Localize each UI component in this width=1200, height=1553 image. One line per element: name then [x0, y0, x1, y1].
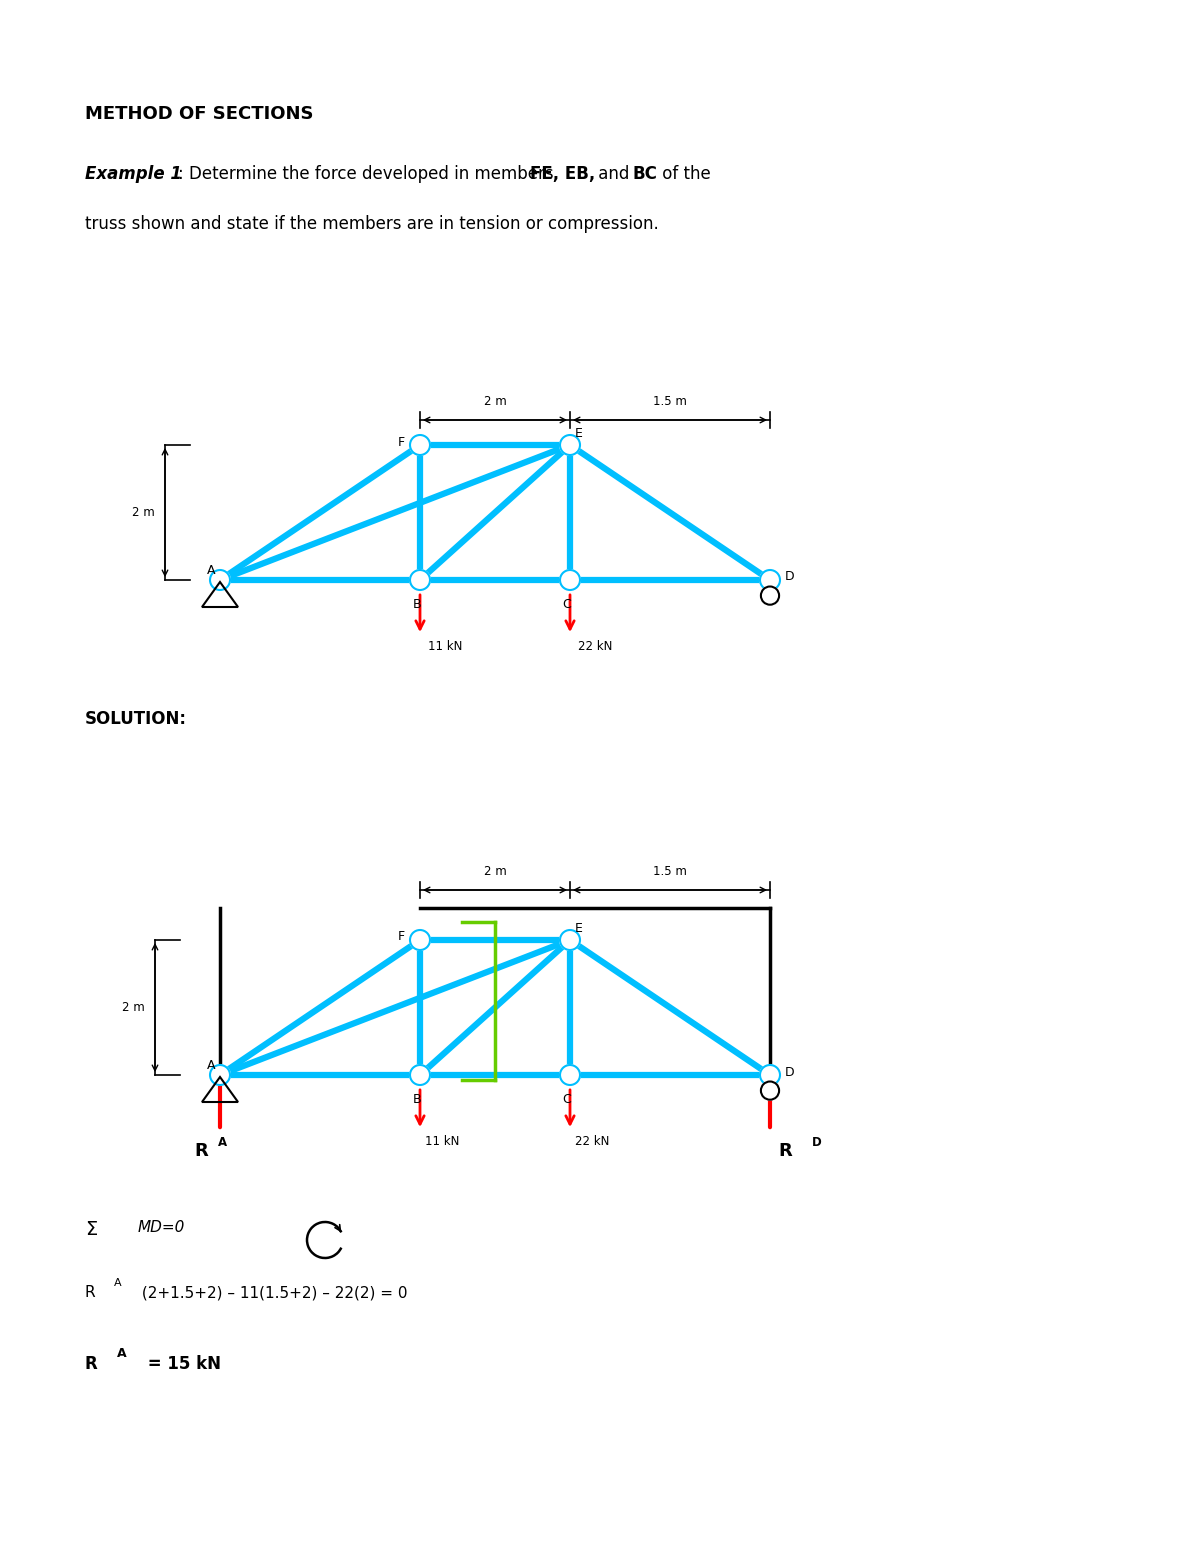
- Text: 2 m: 2 m: [132, 506, 155, 519]
- Text: METHOD OF SECTIONS: METHOD OF SECTIONS: [85, 106, 313, 123]
- Text: A: A: [206, 1059, 215, 1072]
- Text: B: B: [413, 598, 421, 610]
- Text: 11 kN: 11 kN: [425, 1135, 460, 1148]
- Text: 2 m: 2 m: [122, 1002, 145, 1014]
- Text: 1.5 m: 1.5 m: [653, 394, 686, 408]
- Text: A: A: [118, 1346, 127, 1360]
- Text: E: E: [575, 922, 583, 935]
- Text: D: D: [812, 1135, 822, 1149]
- Circle shape: [760, 570, 780, 590]
- Text: MD=0: MD=0: [138, 1221, 185, 1235]
- Circle shape: [761, 1081, 779, 1100]
- Circle shape: [410, 1065, 430, 1086]
- Circle shape: [761, 587, 779, 604]
- Text: 2 m: 2 m: [484, 865, 506, 877]
- Text: R: R: [85, 1356, 97, 1373]
- Text: A: A: [114, 1278, 121, 1287]
- Circle shape: [560, 570, 580, 590]
- Circle shape: [560, 435, 580, 455]
- Text: (2+1.5+2) – 11(1.5+2) – 22(2) = 0: (2+1.5+2) – 11(1.5+2) – 22(2) = 0: [137, 1284, 408, 1300]
- Circle shape: [410, 930, 430, 950]
- Text: B: B: [413, 1093, 421, 1106]
- Circle shape: [410, 570, 430, 590]
- Text: = 15 kN: = 15 kN: [142, 1356, 221, 1373]
- Text: 22 kN: 22 kN: [575, 1135, 610, 1148]
- Text: A: A: [218, 1135, 227, 1149]
- Text: C: C: [563, 1093, 571, 1106]
- Text: 22 kN: 22 kN: [578, 640, 612, 652]
- Circle shape: [560, 930, 580, 950]
- Text: 1.5 m: 1.5 m: [653, 865, 686, 877]
- Text: and: and: [593, 165, 635, 183]
- Text: 2 m: 2 m: [484, 394, 506, 408]
- Text: D: D: [785, 1065, 794, 1078]
- Text: C: C: [563, 598, 571, 610]
- Text: FE, EB,: FE, EB,: [530, 165, 595, 183]
- Circle shape: [760, 1065, 780, 1086]
- Text: 11 kN: 11 kN: [428, 640, 462, 652]
- Text: Example 1: Example 1: [85, 165, 182, 183]
- Text: : Determine the force developed in members: : Determine the force developed in membe…: [178, 165, 559, 183]
- Text: R: R: [85, 1284, 96, 1300]
- Text: R: R: [778, 1141, 792, 1160]
- Text: SOLUTION:: SOLUTION:: [85, 710, 187, 728]
- Text: A: A: [206, 564, 215, 578]
- Circle shape: [210, 1065, 230, 1086]
- Text: of the: of the: [658, 165, 710, 183]
- Text: F: F: [398, 435, 406, 449]
- Text: E: E: [575, 427, 583, 439]
- Text: F: F: [398, 930, 406, 944]
- Circle shape: [560, 1065, 580, 1086]
- Circle shape: [410, 435, 430, 455]
- Text: BC: BC: [634, 165, 658, 183]
- Text: R: R: [194, 1141, 208, 1160]
- Text: Σ: Σ: [85, 1221, 97, 1239]
- Circle shape: [210, 570, 230, 590]
- Text: truss shown and state if the members are in tension or compression.: truss shown and state if the members are…: [85, 214, 659, 233]
- Text: D: D: [785, 570, 794, 584]
